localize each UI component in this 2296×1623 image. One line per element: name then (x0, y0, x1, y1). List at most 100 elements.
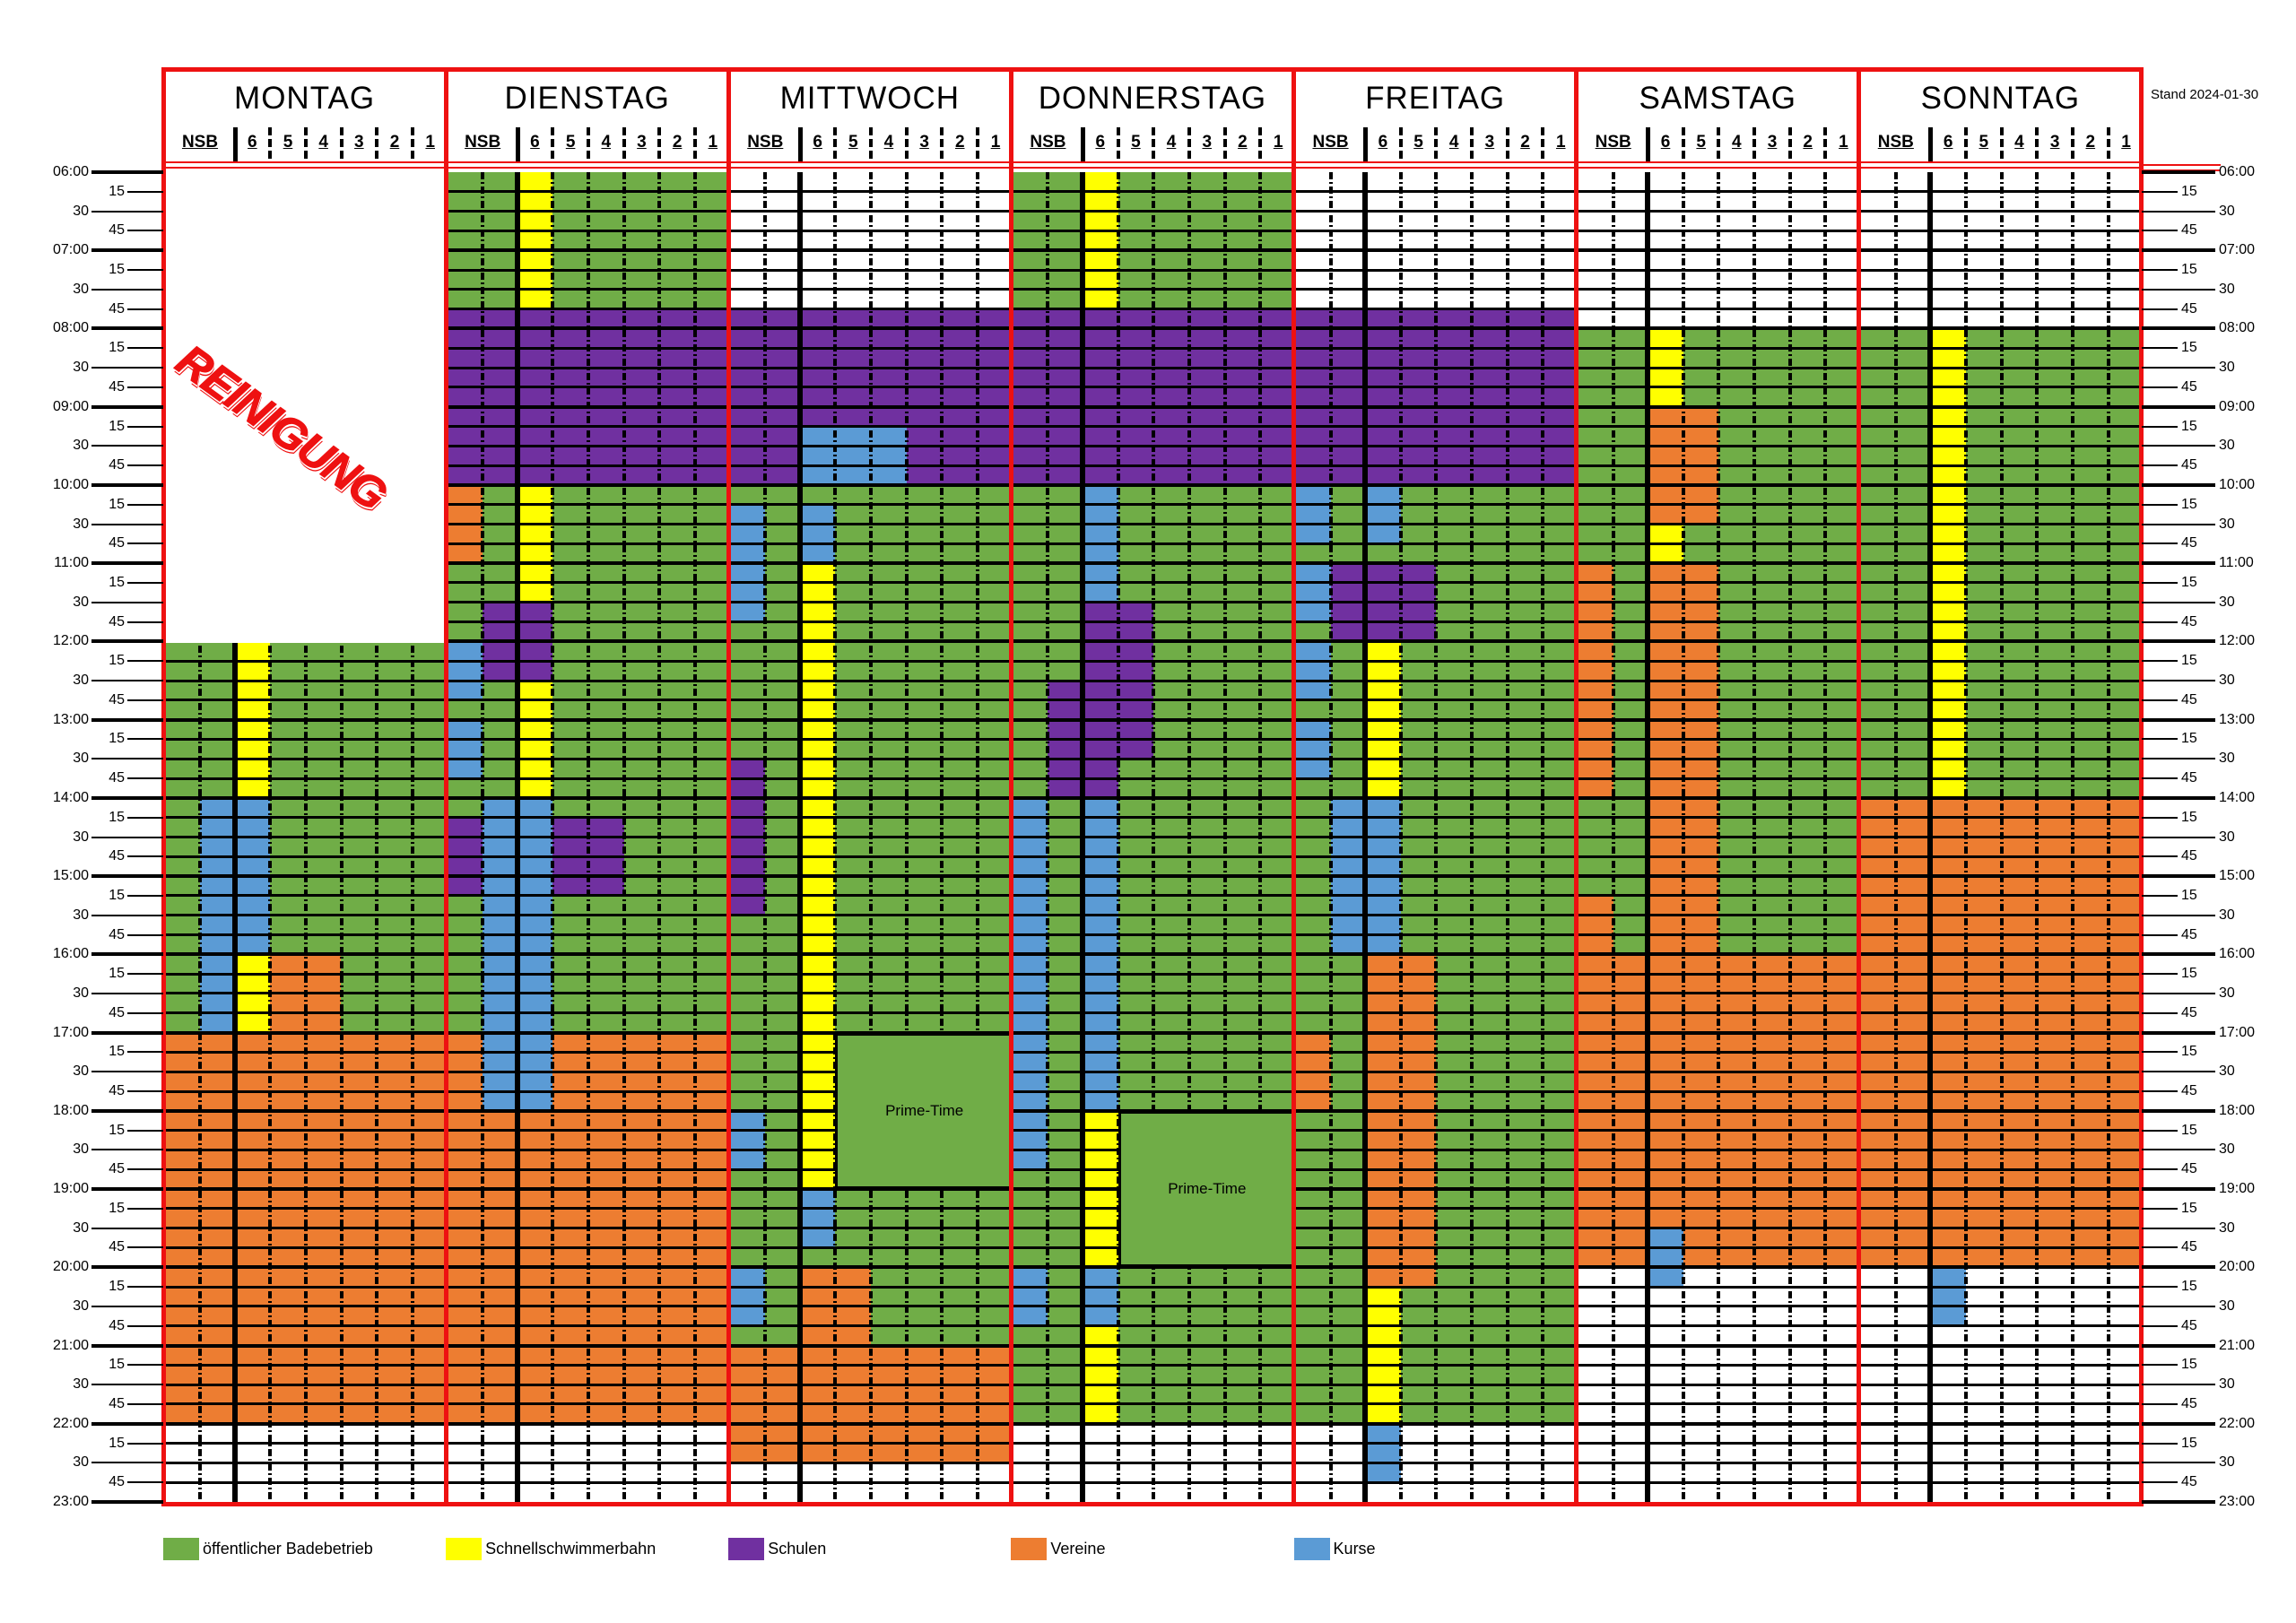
time-tick (91, 248, 163, 253)
lane-label-nsb: NSB (181, 133, 219, 152)
slot-kurse[interactable] (799, 504, 836, 564)
time-label-right: 45 (2180, 378, 2197, 395)
time-tick (127, 1246, 163, 1249)
lane-label-1: 1 (1555, 133, 1566, 152)
time-label-right: 15 (2180, 183, 2197, 199)
slot-kurse[interactable] (1365, 1423, 1401, 1483)
lane-line (198, 172, 202, 1502)
time-label-left: 18:00 (52, 1102, 89, 1118)
lane-line (551, 172, 555, 1502)
time-label-right: 30 (2218, 751, 2235, 767)
lane-line (1258, 172, 1263, 1502)
lane-label-1: 1 (990, 133, 1001, 152)
lane-label-3: 3 (919, 133, 929, 152)
lane-separator (375, 127, 379, 163)
time-tick (2141, 973, 2178, 976)
lane-line (1787, 172, 1792, 1502)
time-label-left: 15 (109, 809, 125, 825)
time-tick (127, 1168, 163, 1171)
lane-label-5: 5 (565, 133, 576, 152)
time-label-left: 30 (73, 438, 89, 454)
lane-label-1: 1 (2121, 133, 2131, 152)
time-label-right: 23:00 (2218, 1494, 2256, 1509)
time-tick (2141, 1168, 2178, 1171)
slot-schnellschwimmerbahn[interactable] (517, 172, 553, 309)
time-label-left: 14:00 (52, 789, 89, 805)
lane-line (1752, 172, 1757, 1502)
time-tick (2141, 1462, 2215, 1464)
time-tick (2141, 795, 2215, 800)
time-label-right: 30 (2218, 1298, 2235, 1314)
time-tick (91, 482, 163, 487)
lane-line (514, 172, 520, 1502)
slot-schnellschwimmerbahn[interactable] (1082, 1325, 1118, 1424)
time-label-right: 15 (2180, 262, 2197, 278)
lane-label-2: 2 (672, 133, 683, 152)
legend-item-y: Schnellschwimmerbahn (446, 1538, 656, 1560)
lane-separator (1681, 127, 1685, 163)
time-tick (127, 347, 163, 350)
slot-kurse[interactable] (1648, 1228, 1683, 1288)
slot-kurse[interactable] (1296, 641, 1331, 700)
time-tick (2141, 1402, 2178, 1405)
slot-kurse[interactable] (1296, 484, 1331, 544)
day-column-dienstag: DIENSTAG NSB 6 5 4 3 2 1 (443, 67, 731, 1506)
time-label-left: 10:00 (52, 476, 89, 492)
slot-kurse[interactable] (799, 426, 907, 485)
time-label-left: 15 (109, 1122, 125, 1138)
slot-kurse[interactable] (1296, 719, 1331, 779)
time-label-left: 45 (109, 1239, 125, 1255)
time-tick (2141, 1481, 2178, 1484)
time-tick (127, 933, 163, 936)
slot-vereine[interactable] (1578, 895, 1613, 955)
time-tick (2141, 445, 2215, 447)
time-label-left: 45 (109, 1161, 125, 1177)
slot-kurse[interactable] (1013, 797, 1048, 1170)
time-tick (127, 816, 163, 819)
time-tick (2141, 621, 2178, 623)
time-tick (127, 738, 163, 741)
time-label-right: 15 (2180, 1279, 2197, 1295)
slot-kurse[interactable] (730, 1110, 766, 1170)
slot-kurse[interactable] (1930, 1267, 1967, 1326)
time-tick (127, 777, 163, 780)
time-label-left: 15 (109, 1200, 125, 1216)
prime-time-block[interactable]: Prime-Time (835, 1032, 1009, 1190)
lane-separator (2071, 127, 2075, 163)
lane-line (1222, 172, 1227, 1502)
lane-line (1999, 172, 2004, 1502)
slot-kurse[interactable] (730, 1267, 766, 1326)
time-tick (2141, 914, 2215, 916)
time-tick (127, 1129, 163, 1132)
lane-line (1717, 172, 1721, 1502)
time-label-left: 30 (73, 594, 89, 610)
lane-line (410, 172, 414, 1502)
time-label-right: 15 (2180, 574, 2197, 590)
lane-separator (268, 127, 273, 163)
slot-kurse[interactable] (1365, 484, 1401, 544)
lane-line (940, 172, 944, 1502)
lane-separator (1470, 127, 1474, 163)
lane-separator (1964, 127, 1969, 163)
prime-time-block[interactable]: Prime-Time (1118, 1110, 1292, 1268)
time-tick (2141, 816, 2178, 819)
slot-kurse[interactable] (1013, 1267, 1048, 1326)
lane-line (1645, 172, 1651, 1502)
time-label-left: 45 (109, 613, 125, 629)
slot-schnellschwimmerbahn[interactable] (1365, 1287, 1401, 1424)
time-label-right: 10:00 (2218, 476, 2256, 492)
time-tick (2141, 308, 2178, 310)
slot-kurse[interactable] (1296, 563, 1331, 622)
slot-schnellschwimmerbahn[interactable] (1082, 172, 1118, 309)
time-tick (2141, 952, 2215, 957)
slot-kurse[interactable] (1082, 1267, 1118, 1326)
slot-kurse[interactable] (799, 1189, 836, 1248)
lane-label-nsb: NSB (1595, 133, 1631, 152)
time-label-right: 15 (2180, 887, 2197, 903)
lane-line (1046, 172, 1050, 1502)
time-tick (127, 621, 163, 623)
time-tick (2141, 386, 2178, 388)
slot-kurse[interactable] (448, 641, 483, 700)
lane-separator (586, 127, 590, 163)
slot-kurse[interactable] (448, 719, 483, 779)
